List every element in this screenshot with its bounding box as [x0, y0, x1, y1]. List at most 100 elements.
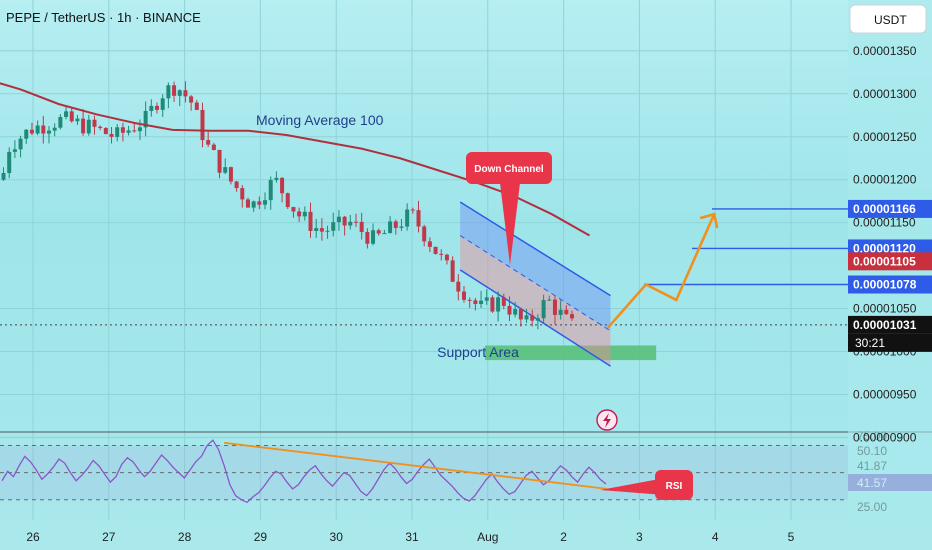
down-channel-label: Down Channel [474, 164, 544, 175]
candle-body [359, 221, 364, 233]
candle-body [462, 291, 467, 300]
support-area-box [485, 345, 657, 361]
candle-body [302, 211, 307, 217]
candle-body [120, 127, 125, 133]
candle-body [109, 133, 114, 137]
currency-button-label[interactable]: USDT [874, 13, 907, 27]
channel-lower-half [460, 235, 611, 367]
channel-mid-line [459, 235, 611, 332]
candle-body [393, 221, 398, 228]
candle-body [507, 305, 512, 315]
candle-body [427, 241, 432, 247]
candle-body [319, 228, 324, 232]
candle-body [240, 188, 245, 200]
candle-body [7, 151, 12, 174]
countdown-label: 30:21 [855, 336, 885, 350]
candle-body [251, 201, 256, 208]
candle-body [206, 140, 211, 145]
candle-body [257, 201, 262, 205]
candle-body [75, 118, 80, 122]
candle-body [64, 111, 69, 117]
candle-body [172, 85, 177, 96]
candle-body [479, 300, 484, 304]
candle-body [342, 216, 347, 226]
candle-body [513, 309, 518, 315]
candle-body [439, 253, 444, 255]
candle-body [1, 173, 6, 180]
price-tick-label: 0.00001150 [853, 216, 916, 230]
candle-body [308, 211, 313, 231]
time-tick-label: 4 [712, 530, 719, 544]
candle-body [558, 309, 563, 315]
price-tick-label: 0.00001250 [853, 130, 917, 144]
candle-body [564, 309, 569, 315]
candle-body [132, 130, 137, 132]
candle-body [376, 230, 381, 234]
candle-body [46, 130, 51, 134]
candle-body [103, 128, 108, 134]
candle-body [314, 228, 319, 231]
price-level-label: 0.00001166 [853, 202, 916, 216]
currency-button[interactable] [849, 4, 927, 34]
rsi-label: RSI [666, 481, 683, 492]
candle-body [547, 299, 552, 301]
candle-body [86, 119, 91, 134]
rsi-trendline [224, 441, 608, 490]
candle-body [274, 177, 279, 180]
candle-body [143, 110, 148, 128]
candle-body [268, 179, 273, 201]
candle-body [331, 222, 336, 231]
price-level-label: 0.00001105 [853, 254, 916, 268]
candle-body [518, 309, 523, 320]
candle-body [325, 230, 330, 232]
time-tick-label: 26 [26, 530, 40, 544]
candle-body [473, 300, 478, 304]
rsi-line [1, 439, 607, 504]
candle-body [490, 297, 495, 312]
candle-body [234, 181, 239, 189]
candle-body [58, 116, 63, 128]
candle-body [228, 167, 233, 182]
target-levels [0, 208, 848, 326]
time-tick-label: Aug [477, 530, 498, 544]
price-tick-label: 0.00001200 [853, 173, 917, 187]
candle-body [137, 127, 142, 132]
projection-arrowhead [699, 212, 719, 229]
down-channel [459, 201, 611, 367]
candle-body [183, 90, 188, 97]
candle-body [194, 102, 199, 110]
candle-body [177, 90, 182, 96]
time-tick-label: 30 [330, 530, 344, 544]
candle-body [81, 118, 86, 134]
time-tick-label: 3 [636, 530, 643, 544]
projection-line [607, 213, 716, 329]
candle-body [570, 314, 575, 319]
lightning-icon[interactable] [596, 409, 618, 431]
candle-body [12, 149, 17, 152]
time-tick-label: 28 [178, 530, 192, 544]
channel-lower-line [459, 269, 611, 367]
candle-body [371, 230, 376, 244]
candle-body [211, 144, 216, 150]
candle-body [456, 281, 461, 292]
price-level-badge [848, 275, 932, 294]
candle-body [433, 246, 438, 254]
candle-body [353, 221, 358, 223]
candle-body [410, 209, 415, 211]
price-level-label: 0.00001031 [853, 318, 917, 332]
time-axis-bg [0, 522, 932, 550]
down-channel-callout: Down Channel [466, 152, 552, 265]
candle-body [484, 297, 489, 301]
candle-body [541, 300, 546, 319]
candle-body [149, 105, 154, 111]
price-axis-bg [848, 0, 932, 550]
candle-body [126, 130, 131, 133]
price-level-label: 0.00001078 [853, 278, 917, 292]
candle-body [388, 221, 393, 234]
time-tick-label: 29 [254, 530, 268, 544]
price-tick-label: 0.00000900 [853, 430, 917, 444]
grid [0, 0, 848, 520]
time-tick-label: 2 [560, 530, 567, 544]
candle-body [524, 315, 529, 320]
candle-body [291, 207, 296, 212]
